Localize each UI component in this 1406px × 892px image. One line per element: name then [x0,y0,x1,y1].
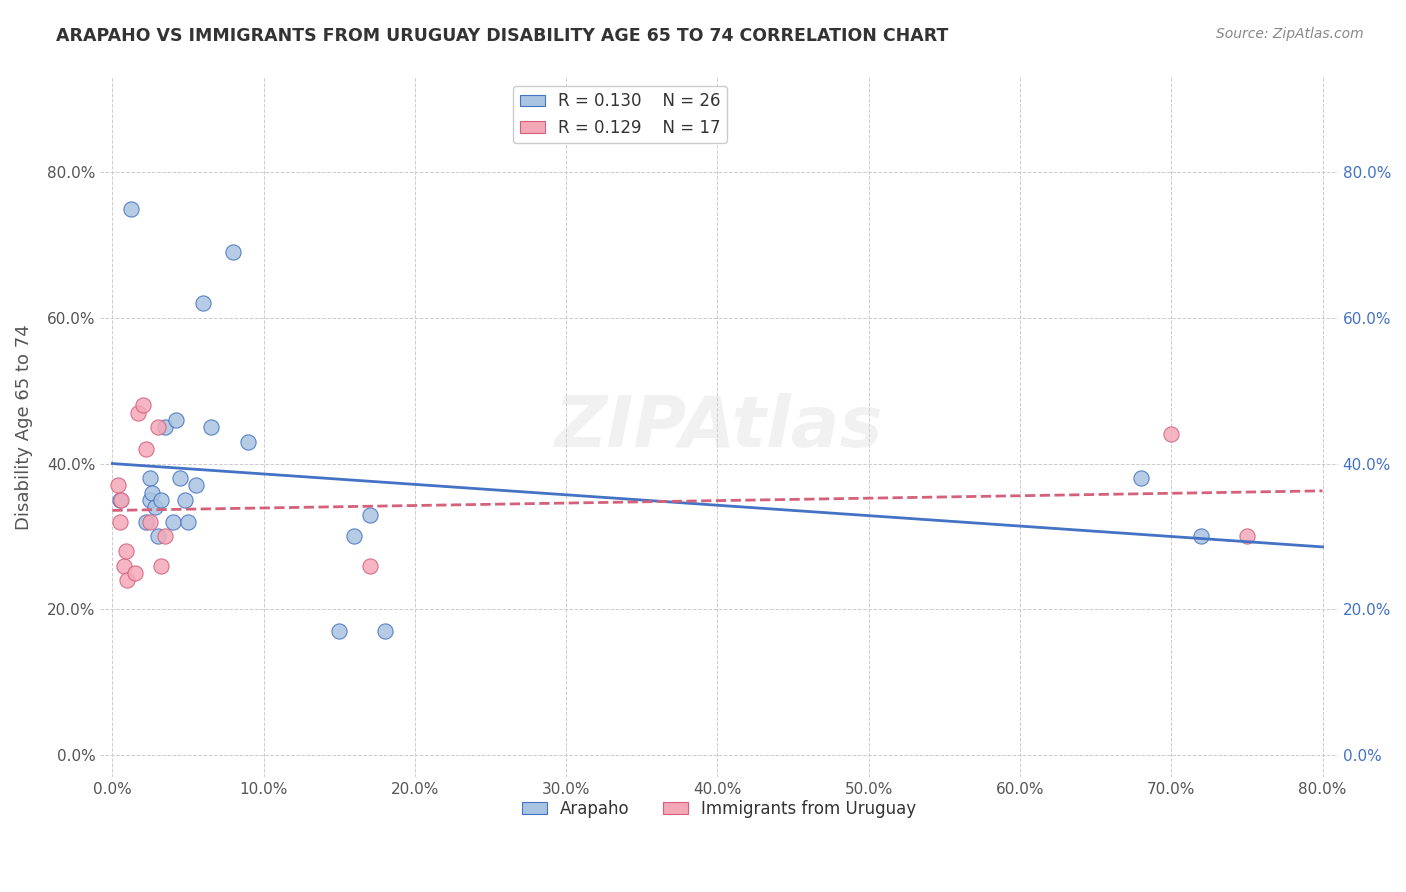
Point [174,493,197,508]
Point [124,566,146,580]
Point [139,515,162,529]
Point [139,493,162,508]
Point [143,500,166,515]
Point [374,624,396,639]
Point [115,544,138,558]
Point [1130,471,1153,485]
Point [343,529,366,543]
Text: Source: ZipAtlas.com: Source: ZipAtlas.com [1216,27,1364,41]
Point [110,493,132,508]
Point [1236,529,1258,543]
Point [184,478,207,492]
Point [359,508,381,522]
Point [139,471,162,485]
Point [1160,427,1182,442]
Point [120,202,142,216]
Point [107,478,129,492]
Point [135,442,157,456]
Point [359,558,381,573]
Point [117,573,139,587]
Point [149,493,172,508]
Point [114,558,136,573]
Point [191,296,214,310]
Point [131,398,153,412]
Point [155,420,177,434]
Point [146,529,169,543]
Point [135,515,157,529]
Point [155,529,177,543]
Point [1191,529,1213,543]
Point [146,420,169,434]
Point [222,245,245,260]
Point [177,515,200,529]
Point [162,515,184,529]
Y-axis label: Disability Age 65 to 74: Disability Age 65 to 74 [15,325,32,530]
Point [328,624,350,639]
Point [141,485,163,500]
Point [149,558,172,573]
Point [169,471,191,485]
Point [108,493,131,508]
Text: ZIPAtlas: ZIPAtlas [555,392,883,462]
Point [127,406,149,420]
Point [165,413,187,427]
Point [200,420,222,434]
Text: ARAPAHO VS IMMIGRANTS FROM URUGUAY DISABILITY AGE 65 TO 74 CORRELATION CHART: ARAPAHO VS IMMIGRANTS FROM URUGUAY DISAB… [56,27,949,45]
Point [108,515,131,529]
Legend: Arapaho, Immigrants from Uruguay: Arapaho, Immigrants from Uruguay [515,793,922,824]
Point [238,434,260,449]
